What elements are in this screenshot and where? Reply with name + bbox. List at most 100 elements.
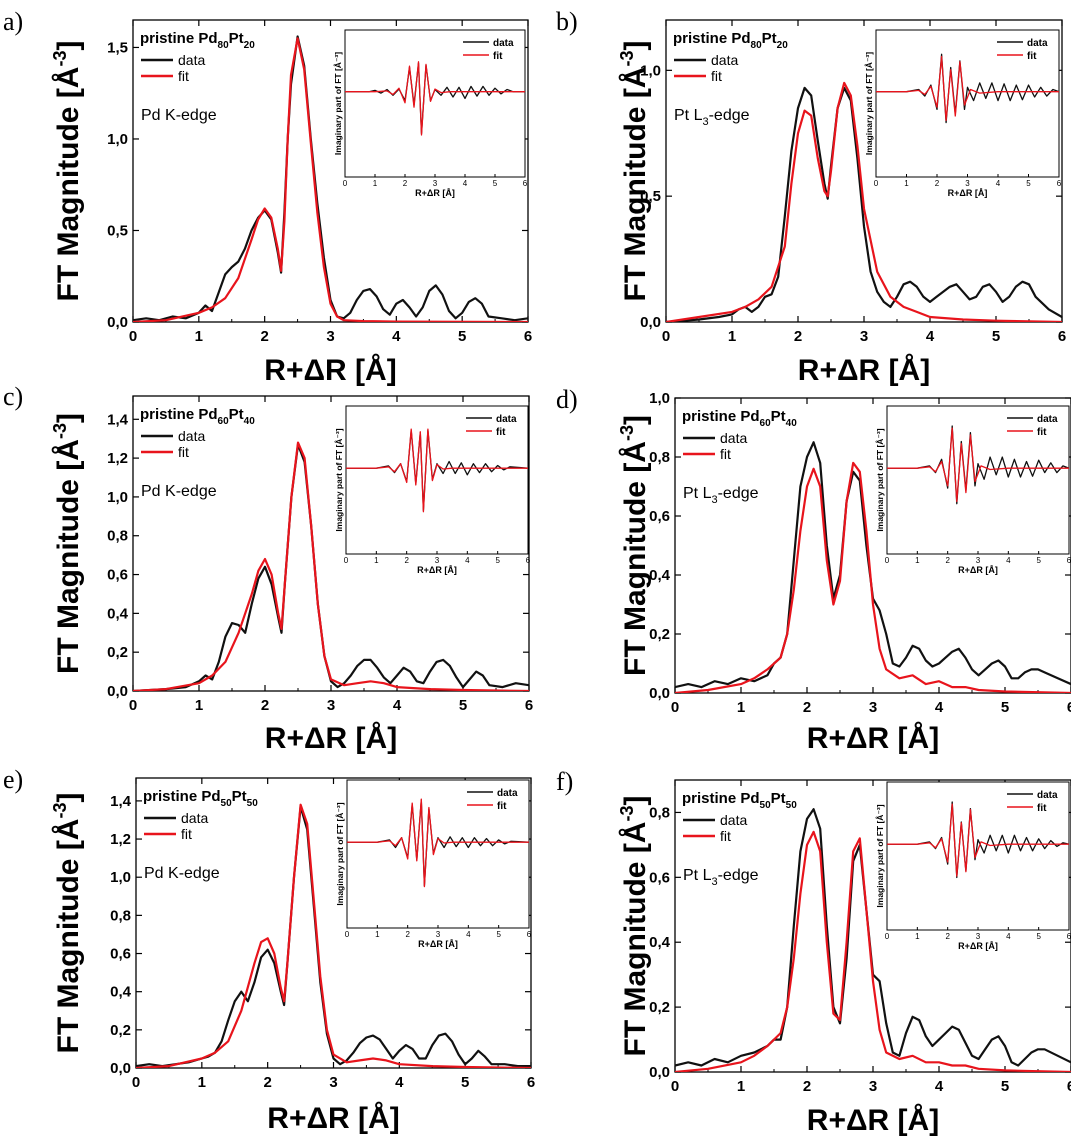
inset-x-tick-label: 1 (375, 930, 380, 939)
panel-letter: e) (3, 765, 23, 794)
inset-plot: 0 1 2 3 4 5 6 R+ΔR [Å] Imaginary part of FT [Å⁻³… (334, 405, 531, 575)
y-axis-title: FT Magnitude [Å-3] (50, 793, 85, 1054)
y-axis-title: FT Magnitude [Å-3] (617, 41, 652, 302)
legend-label-data: data (181, 810, 208, 826)
inset-x-tick-label: 0 (343, 179, 348, 188)
series-line-fit (133, 441, 529, 691)
x-tick-label: 5 (992, 328, 1000, 345)
series-line-fit (133, 37, 528, 322)
y-tick-label: 0,2 (110, 1022, 131, 1039)
inset-x-tick-label: 2 (403, 179, 408, 188)
y-axis-title: FT Magnitude [Å-3] (50, 413, 85, 674)
inset-legend-label-fit: fit (1037, 427, 1047, 438)
legend-label-fit: fit (178, 68, 189, 84)
inset-y-axis-title: Imaginary part of FT [Å⁻³] (875, 428, 885, 531)
inset-x-tick-label: 0 (344, 556, 349, 565)
x-tick-label: 4 (392, 328, 401, 345)
inset-x-axis-title: R+ΔR [Å] (417, 565, 457, 575)
x-tick-label: 3 (869, 699, 877, 716)
inset-x-tick-label: 4 (1006, 932, 1011, 941)
sample-label: pristine Pd50Pt50 (143, 788, 258, 809)
y-tick-label: 0,4 (649, 934, 671, 951)
inset-x-tick-label: 6 (1067, 932, 1071, 941)
x-tick-label: 0 (132, 1074, 140, 1091)
inset-x-tick-label: 1 (374, 556, 379, 565)
inset-legend-label-fit: fit (1037, 803, 1047, 814)
inset-x-tick-label: 3 (965, 179, 970, 188)
x-tick-label: 6 (527, 1074, 535, 1091)
inset-x-tick-label: 6 (1057, 179, 1062, 188)
y-tick-label: 0,0 (110, 1060, 131, 1077)
x-tick-label: 3 (869, 1078, 877, 1095)
inset-x-tick-label: 6 (523, 179, 528, 188)
legend-label-data: data (178, 52, 205, 68)
edge-label: Pt L3-edge (683, 867, 759, 888)
inset-plot: 0 1 2 3 4 5 6 R+ΔR [Å] Imaginary part of FT [Å⁻³… (333, 29, 528, 198)
x-tick-label: 4 (395, 1074, 404, 1091)
y-axis-title: FT Magnitude [Å-3] (50, 41, 85, 302)
x-tick-label: 5 (459, 697, 467, 714)
inset-x-axis-title: R+ΔR [Å] (415, 188, 455, 198)
legend-label-data: data (711, 52, 738, 68)
legend-label-fit: fit (720, 828, 731, 844)
x-tick-label: 4 (926, 328, 935, 345)
panel-letter: a) (3, 7, 23, 36)
inset-x-tick-label: 1 (915, 932, 920, 941)
inset-legend-label-data: data (493, 38, 514, 49)
x-tick-label: 0 (671, 699, 679, 716)
series-line-data (133, 443, 529, 691)
inset-x-axis-title: R+ΔR [Å] (958, 565, 998, 575)
x-tick-label: 3 (860, 328, 868, 345)
y-tick-label: 0,6 (649, 869, 670, 886)
sample-label: pristine Pd80Pt20 (140, 30, 255, 51)
inset-x-tick-label: 3 (433, 179, 438, 188)
legend-label-fit: fit (181, 826, 192, 842)
legend-label-fit: fit (720, 446, 731, 462)
edge-label: Pd K-edge (144, 865, 220, 882)
inset-series-line-fit (347, 798, 529, 888)
y-tick-label: 0,8 (110, 907, 131, 924)
y-tick-label: 0,5 (640, 188, 661, 205)
inset-y-axis-title: Imaginary part of FT [Å⁻³] (875, 804, 885, 907)
inset-plot: 0 1 2 3 4 5 6 R+ΔR [Å] Imaginary part of FT [Å⁻³… (864, 29, 1062, 198)
x-tick-label: 4 (935, 699, 944, 716)
inset-x-tick-label: 2 (935, 179, 940, 188)
x-tick-label: 3 (329, 1074, 337, 1091)
x-tick-label: 2 (260, 328, 268, 345)
y-axis-title: FT Magnitude [Å-3] (617, 415, 652, 676)
x-tick-label: 1 (198, 1074, 206, 1091)
y-tick-label: 0,4 (107, 605, 129, 622)
inset-legend-label-data: data (497, 788, 518, 799)
x-tick-label: 2 (803, 1078, 811, 1095)
x-axis-title: R+ΔR [Å] (267, 1102, 399, 1135)
y-tick-label: 0,0 (649, 685, 670, 702)
x-tick-label: 0 (662, 328, 670, 345)
inset-x-tick-label: 3 (435, 556, 440, 565)
inset-x-tick-label: 5 (493, 179, 498, 188)
inset-legend-label-data: data (1037, 414, 1058, 425)
x-tick-label: 1 (728, 328, 736, 345)
inset-x-axis-title: R+ΔR [Å] (418, 939, 458, 949)
x-axis-title: R+ΔR [Å] (264, 354, 396, 387)
inset-legend-label-fit: fit (1027, 51, 1037, 62)
y-tick-label: 0,6 (107, 567, 128, 584)
y-tick-label: 1,0 (649, 390, 670, 407)
inset-x-tick-label: 0 (345, 930, 350, 939)
inset-x-tick-label: 5 (1026, 179, 1031, 188)
y-tick-label: 1,0 (107, 131, 128, 148)
series-line-data (666, 86, 1062, 322)
inset-frame (886, 405, 1070, 555)
x-tick-label: 2 (794, 328, 802, 345)
x-tick-label: 5 (458, 328, 466, 345)
inset-legend-label-data: data (1037, 790, 1058, 801)
edge-label: Pd K-edge (141, 483, 217, 500)
y-tick-label: 1,2 (107, 450, 128, 467)
inset-plot: 0 1 2 3 4 5 6 R+ΔR [Å] Imaginary part of FT [Å⁻³… (875, 781, 1071, 951)
x-tick-label: 1 (737, 1078, 745, 1095)
inset-plot: 0 1 2 3 4 5 6 R+ΔR [Å] Imaginary part of FT [Å⁻³… (335, 779, 532, 949)
series-line-data (136, 805, 531, 1068)
inset-y-axis-title: Imaginary part of FT [Å⁻³] (864, 52, 874, 155)
inset-x-tick-label: 5 (496, 930, 501, 939)
legend-label-fit: fit (711, 68, 722, 84)
panel-a: a) 0 1 2 3 4 5 6 0,0 0,5 1,0 1,5 FT Magnitude [Å-3] R… (3, 7, 532, 387)
